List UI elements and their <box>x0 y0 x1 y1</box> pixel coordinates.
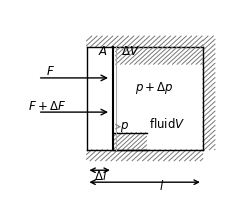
Text: $F$: $F$ <box>46 65 55 78</box>
Text: $A$: $A$ <box>98 45 107 58</box>
Text: $p$: $p$ <box>121 120 129 134</box>
Text: $\Delta l$: $\Delta l$ <box>94 169 107 183</box>
Text: $F + \Delta F$: $F + \Delta F$ <box>28 100 66 113</box>
Text: fluid$V$: fluid$V$ <box>149 117 185 131</box>
Text: $\Delta V$: $\Delta V$ <box>121 45 140 58</box>
Text: $p + \Delta p$: $p + \Delta p$ <box>135 80 174 96</box>
Text: $l$: $l$ <box>159 179 164 193</box>
